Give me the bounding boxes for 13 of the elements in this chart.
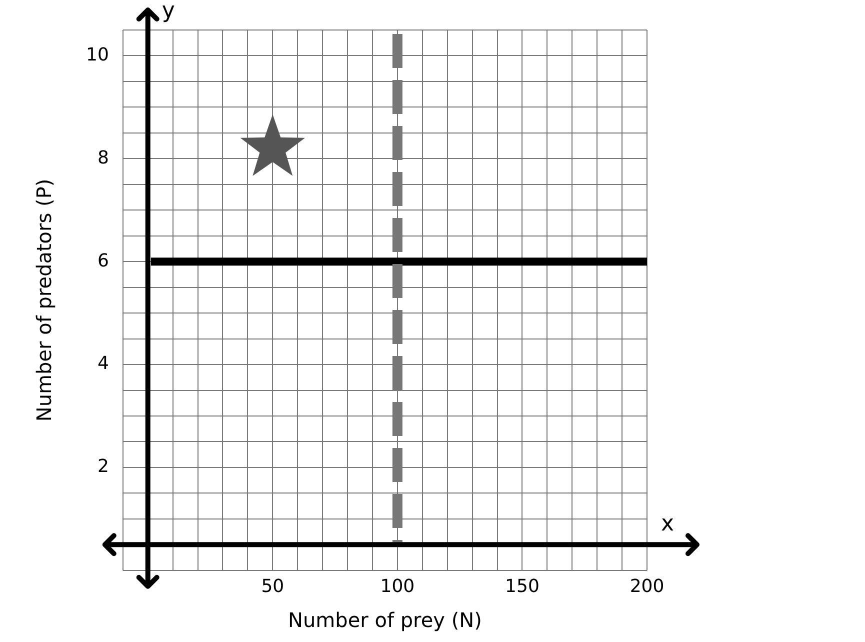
x-axis-title: Number of prey (N) (288, 608, 482, 632)
y-tick-label: 4 (97, 353, 109, 374)
y-tick-label: 6 (97, 250, 109, 272)
x-tick-label: 50 (261, 576, 284, 597)
x-tick-label: 150 (505, 576, 540, 597)
x-tick-label: 200 (630, 576, 664, 597)
y-tick-label: 10 (86, 44, 109, 66)
text: x (661, 511, 674, 536)
y-tick-label: 2 (97, 456, 109, 478)
y-tick-label: 8 (97, 147, 109, 168)
text: y (162, 0, 175, 24)
y-axis-title: Number of predators (P) (32, 178, 56, 422)
x-tick-label: 100 (380, 576, 415, 597)
